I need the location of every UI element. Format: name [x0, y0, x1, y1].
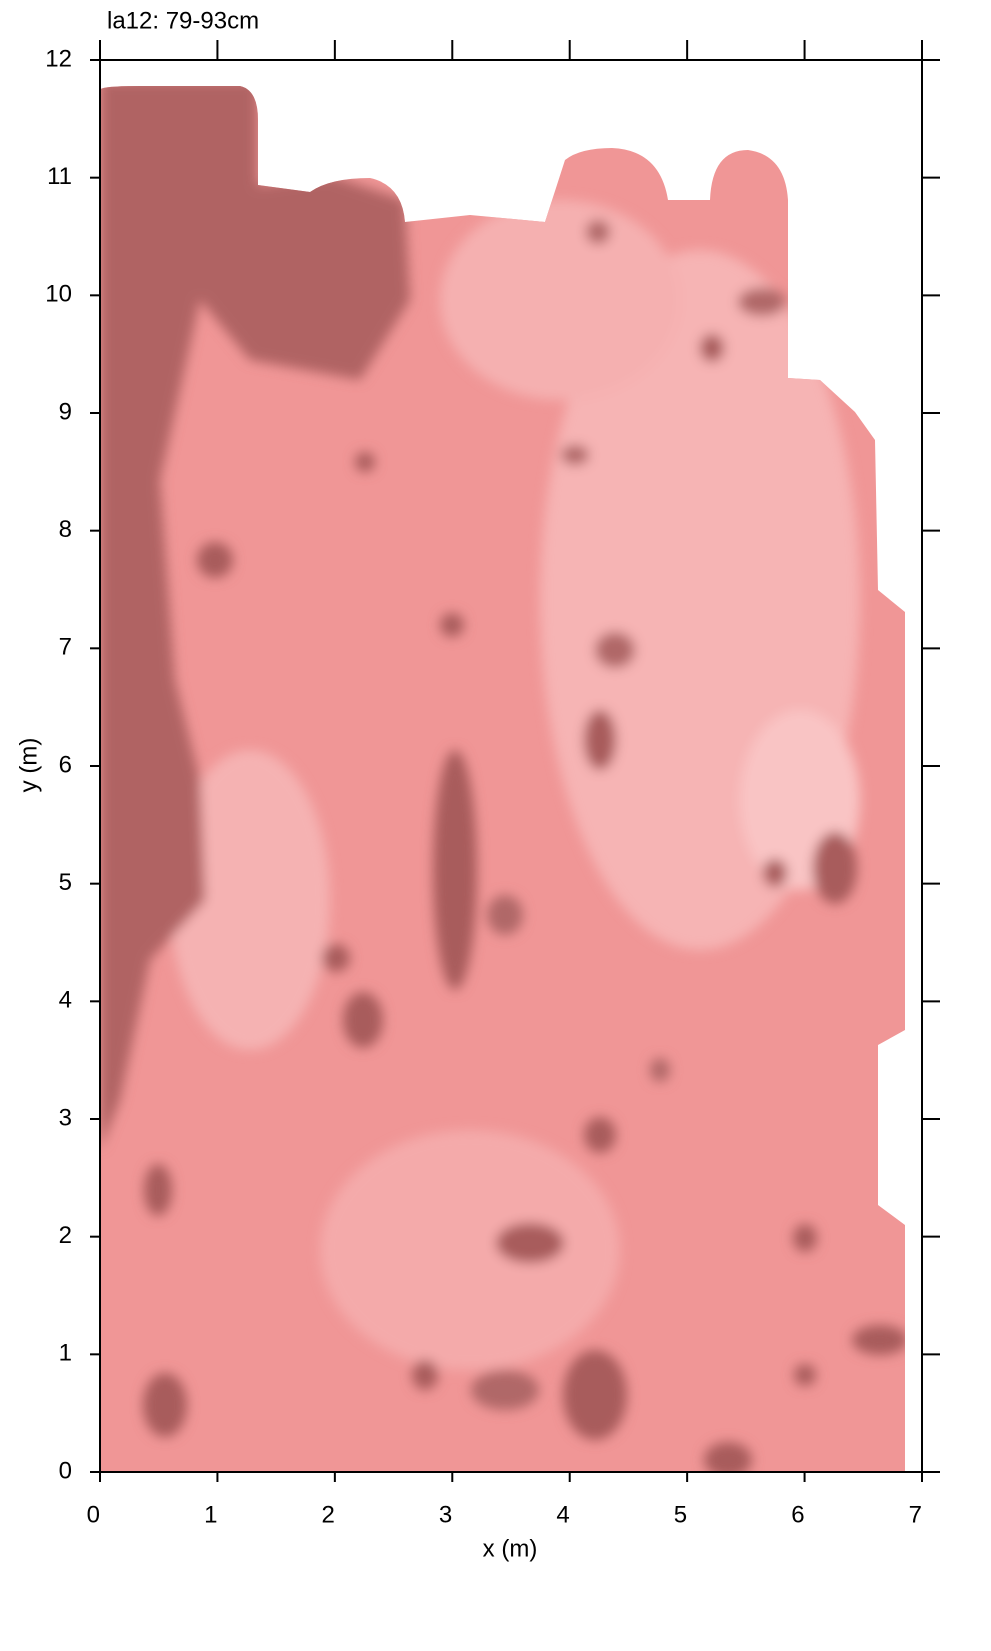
y-tick-label: 10 — [45, 281, 72, 308]
x-tick-label: 4 — [556, 1501, 569, 1528]
y-axis-label: y (m) — [15, 738, 42, 793]
y-tick-label: 3 — [59, 1104, 72, 1131]
y-tick-label: 9 — [59, 398, 72, 425]
y-tick-label: 4 — [59, 987, 72, 1014]
x-tick-label: 6 — [791, 1501, 804, 1528]
y-tick-label: 1 — [59, 1340, 72, 1367]
x-tick-label: 0 — [87, 1501, 100, 1528]
y-tick-label: 0 — [59, 1457, 72, 1484]
x-axis-label: x (m) — [483, 1535, 538, 1562]
heatmap-image — [100, 86, 905, 1472]
y-tick-label: 6 — [59, 751, 72, 778]
y-tick-label: 8 — [59, 516, 72, 543]
y-tick-label: 11 — [47, 163, 72, 190]
chart-title: la12: 79-93cm — [107, 7, 259, 34]
x-tick-label: 5 — [674, 1501, 687, 1528]
x-tick-label: 1 — [204, 1501, 217, 1528]
y-tick-label: 2 — [59, 1222, 72, 1249]
y-tick-label: 5 — [59, 869, 72, 896]
x-tick-label: 3 — [439, 1501, 452, 1528]
x-tick-label: 2 — [321, 1501, 334, 1528]
y-tick-label: 7 — [59, 634, 72, 661]
x-tick-label: 7 — [909, 1501, 922, 1528]
y-tick-label: 12 — [45, 45, 72, 72]
